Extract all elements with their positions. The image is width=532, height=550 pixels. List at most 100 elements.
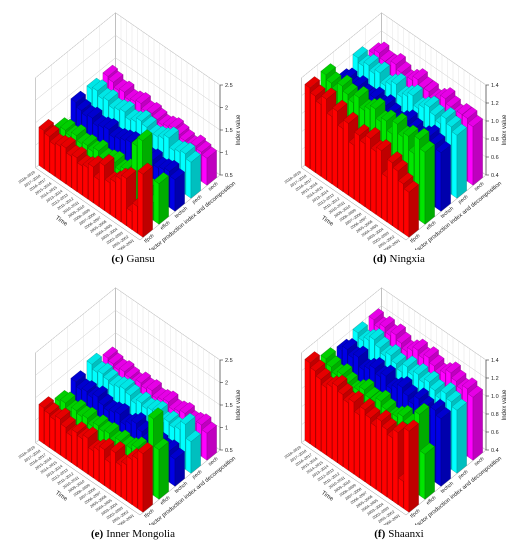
bar-face	[44, 132, 50, 173]
z-tick-label: 0.8	[491, 412, 499, 418]
bar-top	[153, 172, 169, 184]
bar-top	[445, 361, 461, 374]
bar	[153, 172, 169, 225]
bar-face	[121, 174, 127, 227]
bar-side	[142, 166, 153, 238]
bar-top	[353, 345, 369, 358]
bar-face	[104, 179, 111, 215]
bar-top	[440, 107, 456, 119]
bar-top	[104, 422, 120, 434]
bar-top	[121, 167, 137, 179]
bar-top	[375, 389, 391, 402]
bar-top	[97, 362, 113, 375]
bar-top	[185, 430, 201, 442]
bar	[403, 419, 419, 513]
bar-side	[472, 389, 483, 461]
bar-side	[472, 118, 483, 186]
bar-face	[348, 398, 355, 475]
bar	[201, 421, 217, 461]
bar-top	[179, 402, 195, 414]
bar-top	[451, 398, 467, 411]
bar-face	[201, 154, 208, 186]
x-axis-title: Time	[320, 215, 335, 228]
grid-line	[301, 305, 487, 379]
bar-top	[321, 87, 337, 100]
z-tick-label: 1.5	[225, 403, 233, 409]
y-tick-label: pech	[457, 194, 469, 206]
bar-face	[38, 126, 45, 170]
bar-top	[320, 347, 336, 360]
bar-face	[310, 367, 316, 448]
bar-face	[370, 422, 377, 490]
bar-top	[103, 118, 119, 130]
bar	[169, 447, 185, 487]
bar	[403, 180, 419, 238]
bar-top	[135, 371, 151, 384]
bar-face	[381, 173, 388, 223]
bar-top	[418, 76, 434, 89]
bar-top	[365, 406, 381, 419]
bar-top	[70, 90, 86, 103]
bar-face	[354, 131, 360, 204]
y-tick-label: effch	[425, 495, 437, 507]
bar-face	[398, 477, 404, 509]
bar-face	[153, 179, 160, 225]
bar-top	[391, 352, 407, 365]
bar-face	[326, 112, 333, 185]
bar-face	[99, 161, 105, 211]
bar-face	[201, 429, 208, 461]
bar-face	[104, 458, 111, 490]
bar-top	[348, 390, 364, 403]
bar-side	[408, 423, 419, 513]
bar-top	[304, 76, 320, 89]
caption: (e) Inner Mongolia	[0, 525, 266, 550]
bar-face	[82, 163, 89, 200]
bar	[201, 146, 217, 186]
z-axis-title: Index value	[502, 389, 508, 420]
bar-top	[93, 139, 109, 152]
bar-top	[369, 357, 385, 369]
bar-top	[337, 383, 353, 395]
bar-face	[71, 429, 78, 467]
bar-top	[424, 95, 440, 108]
bar-top	[352, 321, 368, 334]
bar-top	[92, 79, 108, 92]
bar-top	[379, 315, 395, 328]
bar-side	[440, 410, 451, 487]
bar-top	[60, 416, 76, 428]
bar-face	[387, 434, 393, 502]
bar-top	[385, 344, 401, 356]
bar-top	[82, 406, 98, 419]
bar-top	[164, 159, 180, 172]
bar	[451, 123, 467, 199]
bar-face	[82, 434, 89, 475]
bar-top	[337, 74, 353, 87]
bar-top	[82, 134, 98, 146]
bar-face	[381, 425, 388, 498]
bar-top	[440, 87, 456, 99]
z-axis-title: Index value	[236, 389, 242, 420]
z-tick-label: 0.6	[491, 430, 499, 436]
bar-top	[397, 405, 413, 417]
bar-top	[381, 398, 397, 410]
bar-top	[392, 112, 408, 125]
bar-top	[103, 368, 119, 381]
bar-top	[102, 64, 118, 77]
z-tick-label: 0.4	[491, 448, 499, 454]
bar-top	[201, 146, 217, 159]
grid-line	[35, 287, 221, 361]
bar-top	[196, 413, 212, 426]
bar-face	[435, 148, 442, 212]
bar	[419, 140, 435, 225]
bar-top	[456, 103, 472, 115]
bar-top	[423, 346, 439, 359]
bar-face	[304, 84, 311, 170]
caption-text: Gansu	[126, 253, 155, 265]
bar-face	[44, 410, 50, 448]
bar-face	[451, 131, 458, 199]
bar-top	[136, 109, 152, 122]
bar-face	[132, 455, 138, 509]
grid-line	[35, 309, 221, 383]
